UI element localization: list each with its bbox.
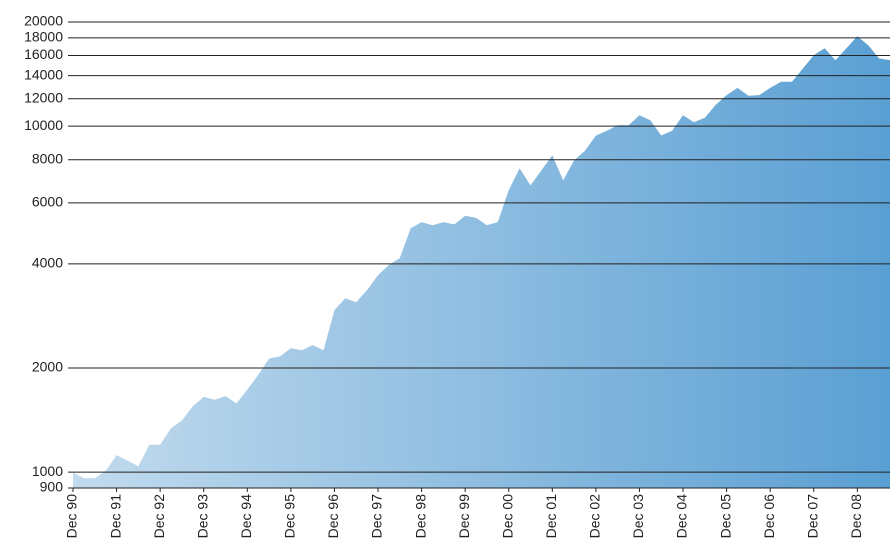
x-tick-label: Dec 02: [587, 494, 603, 539]
x-tick-label: Dec 95: [282, 494, 298, 539]
y-tick-label: 2000: [32, 359, 63, 375]
y-tick-label: 12000: [24, 89, 63, 105]
area: [73, 36, 890, 488]
x-tick-label: Dec 03: [630, 494, 646, 539]
x-tick-label: Dec 08: [848, 494, 864, 539]
x-tick-label: Dec 07: [804, 494, 820, 539]
x-tick-label: Dec 94: [238, 494, 254, 539]
y-tick-label: 16000: [24, 46, 63, 62]
y-tick-label: 6000: [32, 194, 63, 210]
y-tick-label: 14000: [24, 66, 63, 82]
x-tick-label: Dec 01: [543, 494, 559, 539]
y-tick-label: 1000: [32, 463, 63, 479]
x-tick-label: Dec 97: [369, 494, 385, 539]
x-tick-label: Dec 99: [456, 494, 472, 539]
x-tick-label: Dec 04: [674, 494, 690, 539]
x-tick-label: Dec 00: [499, 494, 515, 539]
x-tick-label: Dec 90: [64, 494, 80, 539]
x-tick-label: Dec 96: [325, 494, 341, 539]
x-tick-label: Dec 92: [151, 494, 167, 539]
y-tick-label: 4000: [32, 255, 63, 271]
y-tick-label: 900: [40, 479, 64, 495]
y-tick-label: 10000: [24, 117, 63, 133]
x-tick-label: Dec 05: [717, 494, 733, 539]
x-tick-label: Dec 91: [107, 494, 123, 539]
y-tick-label: 8000: [32, 150, 63, 166]
y-tick-label: 18000: [24, 29, 63, 45]
x-tick-label: Dec 93: [194, 494, 210, 539]
x-tick-label: Dec 98: [412, 494, 428, 539]
x-tick-label: Dec 06: [761, 494, 777, 539]
y-tick-label: 20000: [24, 13, 63, 29]
